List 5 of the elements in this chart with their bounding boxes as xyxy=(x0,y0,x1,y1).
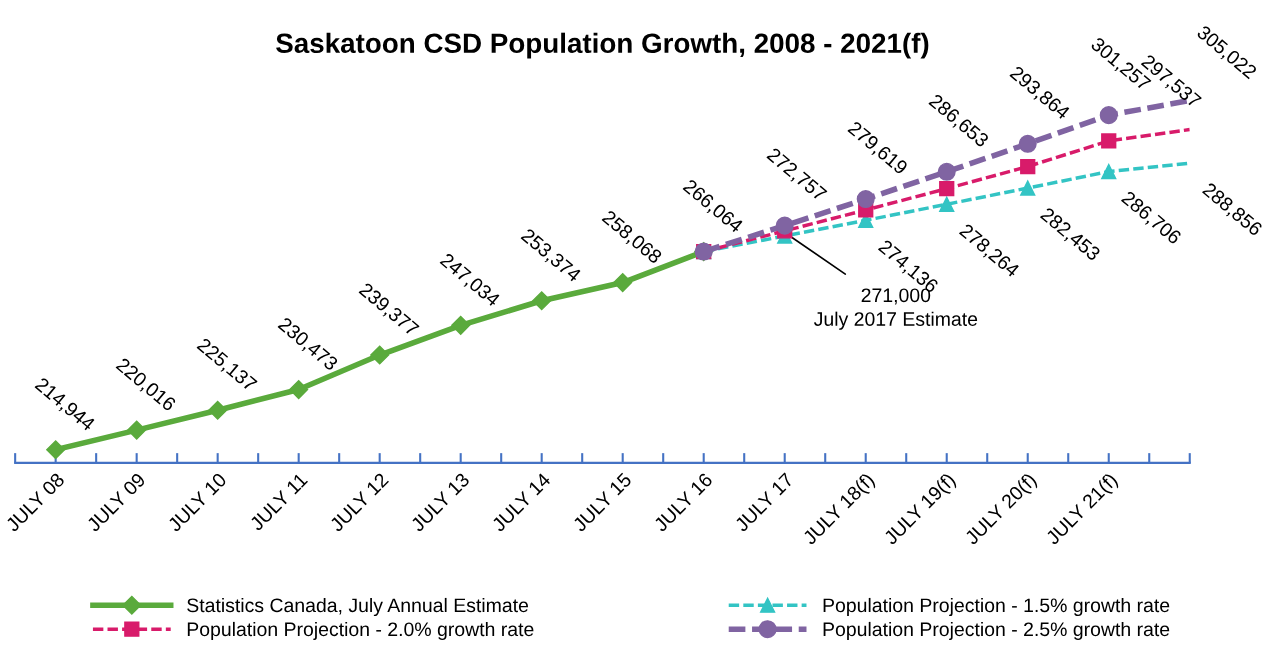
chart-title: Saskatoon CSD Population Growth, 2008 - 2021(f) xyxy=(276,32,929,59)
legend-label: Population Projection - 2.0% growth rate xyxy=(187,621,534,641)
legend-label: Population Projection - 1.5% growth rate xyxy=(823,597,1170,617)
legend-label: Population Projection - 2.5% growth rate xyxy=(823,621,1170,641)
legend-label: Statistics Canada, July Annual Estimate xyxy=(187,597,529,617)
